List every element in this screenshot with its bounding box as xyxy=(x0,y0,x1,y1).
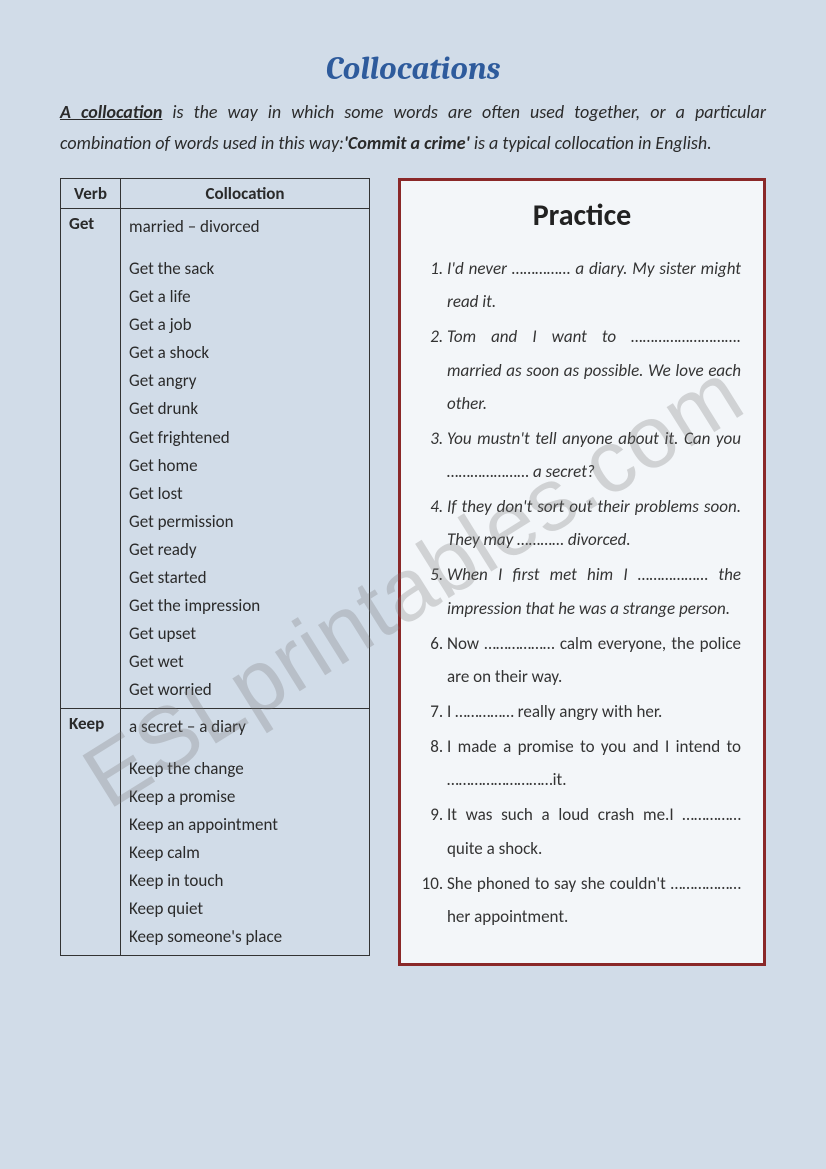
collocation-item: Get upset xyxy=(129,620,361,648)
intro-term: A collocation xyxy=(60,101,162,123)
intro-paragraph: A collocation is the way in which some w… xyxy=(60,97,766,158)
collocation-item: Get a life xyxy=(129,283,361,311)
page-title: Collocations xyxy=(60,50,766,87)
collocation-item: Get started xyxy=(129,564,361,592)
collocation-item: Keep a promise xyxy=(129,783,361,811)
practice-item: She phoned to say she couldn't ……………… he… xyxy=(447,867,741,933)
practice-title: Practice xyxy=(423,197,741,234)
practice-item: You mustn't tell anyone about it. Can yo… xyxy=(447,422,741,488)
collocation-item: Get lost xyxy=(129,480,361,508)
collocation-item: Keep calm xyxy=(129,839,361,867)
practice-item: It was such a loud crash me.I …………… quit… xyxy=(447,798,741,864)
header-collocation: Collocation xyxy=(121,179,370,209)
collocation-item: Get a job xyxy=(129,311,361,339)
table-header-row: Verb Collocation xyxy=(61,179,370,209)
collocation-item: Get worried xyxy=(129,676,361,704)
practice-item: I made a promise to you and I intend to … xyxy=(447,730,741,796)
collocation-item: Get permission xyxy=(129,508,361,536)
collocation-item: Get a shock xyxy=(129,339,361,367)
table-row: Get married – divorced Get the sack Get a … xyxy=(61,209,370,709)
collocation-item: Keep the change xyxy=(129,755,361,783)
collocation-item: Get drunk xyxy=(129,395,361,423)
collocation-item: Get the sack xyxy=(129,255,361,283)
collocation-item: Keep someone's place xyxy=(129,923,361,951)
practice-item: When I first met him I ……………… the impres… xyxy=(447,558,741,624)
practice-item: Tom and I want to ………………………. married as … xyxy=(447,320,741,419)
collocation-cell: a secret – a diary Keep the changeKeep a … xyxy=(121,708,370,955)
collocation-item: Get frightened xyxy=(129,424,361,452)
collocation-item: Keep quiet xyxy=(129,895,361,923)
collocation-item: Keep an appointment xyxy=(129,811,361,839)
verb-cell: Keep xyxy=(61,708,121,955)
collocation-cell: married – divorced Get the sack Get a lif… xyxy=(121,209,370,709)
collocation-table-wrap: Verb Collocation Getmarried – divorcedGe… xyxy=(60,178,370,956)
header-verb: Verb xyxy=(61,179,121,209)
practice-item: I'd never …………… a diary. My sister might… xyxy=(447,252,741,318)
collocation-item: Get home xyxy=(129,452,361,480)
practice-item: I …………… really angry with her. xyxy=(447,695,741,728)
collocation-item: Get angry xyxy=(129,367,361,395)
collocation-item: Get ready xyxy=(129,536,361,564)
collocation-item: Get wet xyxy=(129,648,361,676)
practice-item: Now ……………… calm everyone, the police are… xyxy=(447,627,741,693)
table-row: Keepa secret – a diaryKeep the changeKee… xyxy=(61,708,370,955)
intro-text-2: is a typical collocation in English. xyxy=(470,132,712,154)
collocation-item: Get the impression xyxy=(129,592,361,620)
collocation-table: Verb Collocation Getmarried – divorcedGe… xyxy=(60,178,370,956)
collocation-first: married – divorced xyxy=(129,213,361,241)
practice-list: I'd never …………… a diary. My sister might… xyxy=(423,252,741,933)
collocation-item: Keep in touch xyxy=(129,867,361,895)
content-columns: Verb Collocation Getmarried – divorcedGe… xyxy=(60,178,766,966)
verb-cell: Get xyxy=(61,209,121,709)
practice-panel: Practice I'd never …………… a diary. My sis… xyxy=(398,178,766,966)
intro-example: 'Commit a crime' xyxy=(344,132,470,154)
collocation-first: a secret – a diary xyxy=(129,713,361,741)
practice-item: If they don't sort out their problems so… xyxy=(447,490,741,556)
